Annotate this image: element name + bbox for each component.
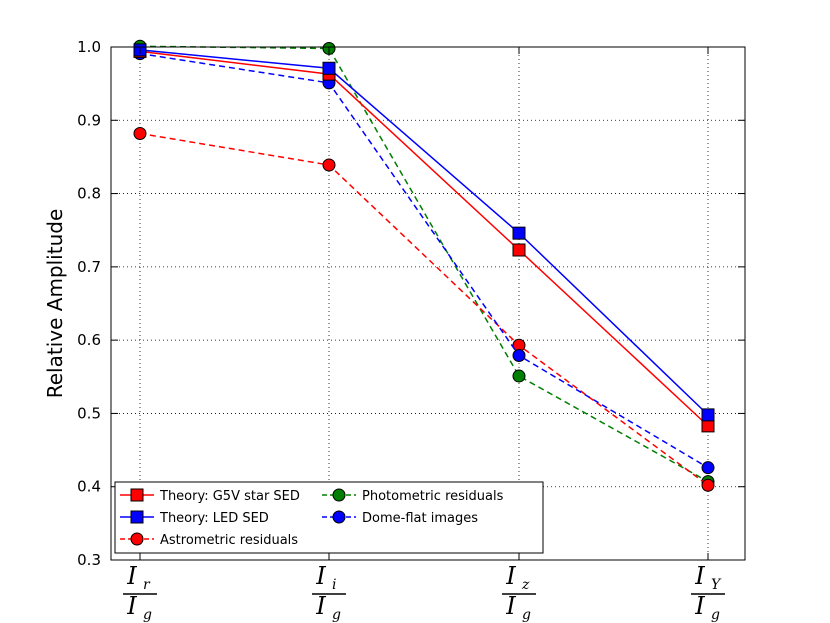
legend-marker xyxy=(130,488,144,502)
x-tick-numerator-sub: Y xyxy=(711,577,722,593)
legend-label: Theory: LED SED xyxy=(159,511,269,526)
legend-marker xyxy=(332,488,346,502)
y-tick-label: 0.3 xyxy=(77,551,101,569)
series-2 xyxy=(133,126,715,492)
y-tick-label: 0.6 xyxy=(77,331,101,349)
data-point xyxy=(512,369,526,383)
legend-entry: Dome-flat images xyxy=(322,510,478,526)
x-tick-numerator-sub: i xyxy=(332,577,336,593)
legend: Theory: G5V star SED Theory: LED SED Astro… xyxy=(114,481,544,554)
data-point xyxy=(701,461,715,475)
legend-marker xyxy=(130,532,144,546)
y-axis-title: Relative Amplitude xyxy=(43,209,67,399)
legend-label: Astrometric residuals xyxy=(160,533,298,548)
y-tick-label: 0.8 xyxy=(77,185,101,203)
y-tick-label: 0.7 xyxy=(77,258,101,276)
x-tick-numerator: I xyxy=(694,562,705,590)
legend-marker xyxy=(332,510,346,524)
x-tick-label: I YI g xyxy=(691,562,725,623)
x-tick-denominator-sub: g xyxy=(711,607,720,623)
tick-layer: 0.3 0.4 0.5 0.6 0.7 0.8 0.9 1.0 xyxy=(77,38,745,569)
legend-box xyxy=(114,481,544,554)
x-tick-numerator: I xyxy=(126,562,137,590)
legend-entry: Astrometric residuals xyxy=(120,532,298,548)
data-point xyxy=(322,158,336,172)
data-point xyxy=(512,243,526,257)
x-tick-numerator-sub: z xyxy=(521,577,530,593)
x-tick-denominator: I xyxy=(315,592,326,620)
x-tick-denominator-sub: g xyxy=(522,607,531,623)
x-tick-denominator: I xyxy=(505,592,516,620)
data-point xyxy=(512,349,526,363)
legend-label: Theory: G5V star SED xyxy=(159,489,300,504)
series-4 xyxy=(133,47,715,475)
legend-label: Dome-flat images xyxy=(362,511,478,526)
x-tick-denominator-sub: g xyxy=(143,607,152,623)
x-tick-numerator: I xyxy=(315,562,326,590)
legend-label: Photometric residuals xyxy=(362,489,504,504)
y-tick-label: 1.0 xyxy=(77,38,101,56)
series-line xyxy=(139,49,709,416)
data-point xyxy=(133,126,147,140)
data-point xyxy=(701,408,715,422)
series-line xyxy=(139,132,709,486)
data-point xyxy=(701,478,715,492)
y-tick-label: 0.9 xyxy=(77,111,101,129)
series-line xyxy=(139,50,709,427)
legend-entry: Theory: LED SED xyxy=(120,510,269,526)
x-tick-denominator: I xyxy=(126,592,137,620)
y-tick-label: 0.5 xyxy=(77,404,101,422)
legend-entry: Photometric residuals xyxy=(322,488,504,504)
x-tick-numerator-sub: r xyxy=(143,577,151,593)
legend-marker xyxy=(130,510,144,524)
y-tick-label: 0.4 xyxy=(77,478,101,496)
data-point xyxy=(701,419,715,433)
x-tick-denominator-sub: g xyxy=(332,607,341,623)
series-line xyxy=(139,52,709,469)
legend-entry: Theory: G5V star SED xyxy=(120,488,300,504)
data-point xyxy=(322,61,336,75)
series-0 xyxy=(133,44,715,433)
x-tick-denominator: I xyxy=(694,592,705,620)
x-tick-numerator: I xyxy=(505,562,516,590)
data-point xyxy=(512,226,526,240)
plot-frame xyxy=(110,46,746,561)
